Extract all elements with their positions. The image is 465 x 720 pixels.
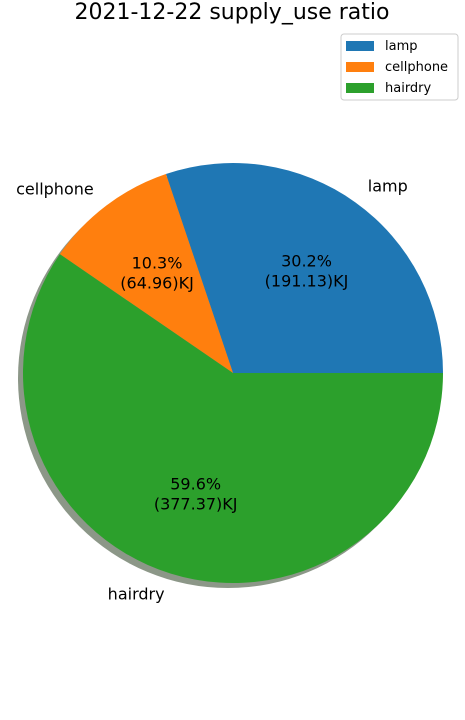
legend-swatch-hairdry <box>346 83 374 93</box>
pie-slice-cellphone <box>59 173 234 373</box>
legend-label-cellphone: cellphone <box>385 60 448 75</box>
legend: lamp cellphone hairdry <box>340 33 459 101</box>
slice-name-label: lamp <box>368 176 408 195</box>
pie-slices <box>22 163 444 583</box>
legend-label-lamp: lamp <box>385 39 418 54</box>
slice-value-label: (64.96)KJ <box>120 273 194 292</box>
pie-slice-hairdry <box>22 254 444 583</box>
slice-name-label: cellphone <box>16 180 94 199</box>
slice-value-label: (377.37)KJ <box>154 494 238 513</box>
slice-percent-label: 59.6% <box>170 474 221 493</box>
pie-slice-lamp <box>165 163 443 373</box>
legend-label-hairdry: hairdry <box>385 81 432 96</box>
pie-labels: lamp 30.2%(191.13)KJ cellphone 10.3%(64.96)… <box>16 176 408 603</box>
legend-swatch-cellphone <box>346 62 374 72</box>
slice-percent-label: 30.2% <box>281 252 332 271</box>
slice-name-label: hairdry <box>108 585 165 604</box>
chart-title: 2021-12-22 supply_use ratio <box>75 0 390 25</box>
legend-swatch-lamp <box>346 41 374 51</box>
slice-percent-label: 10.3% <box>132 253 183 272</box>
slice-value-label: (191.13)KJ <box>265 272 349 291</box>
